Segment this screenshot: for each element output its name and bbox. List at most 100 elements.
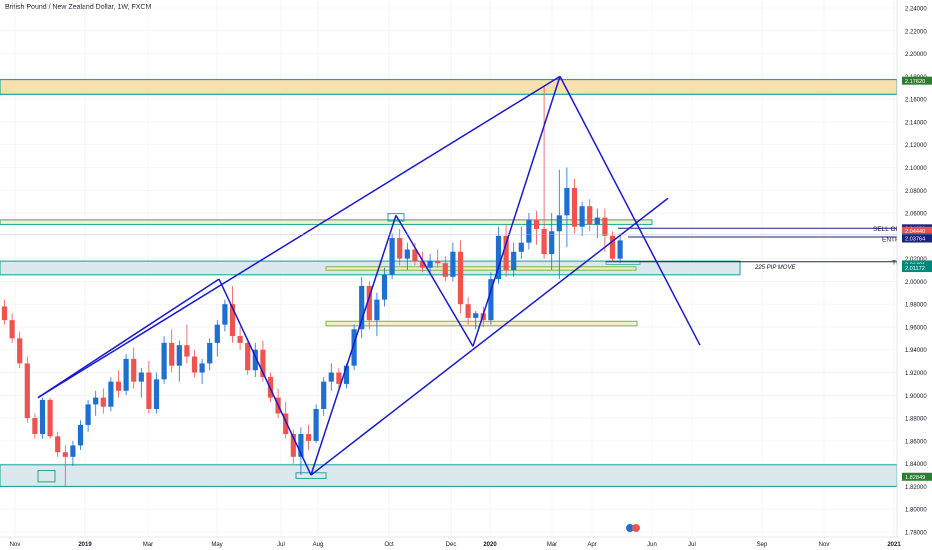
y-tick-label: 2.02000 (905, 257, 927, 263)
y-tick-label: 1.86000 (905, 439, 927, 445)
price-tag (902, 472, 932, 481)
flag-icon (632, 524, 640, 532)
candle-body (549, 231, 555, 255)
candle-body (260, 349, 266, 378)
candle-body (488, 279, 494, 321)
x-tick-label: Jun (647, 542, 657, 548)
candle-body (465, 304, 471, 318)
pip-move-label: 225 PIP MOVE (754, 265, 796, 271)
candle-body (153, 379, 160, 409)
y-tick-label: 2.10000 (905, 166, 927, 172)
candle-body (404, 249, 410, 259)
candle-body (609, 235, 616, 259)
candle-body (419, 260, 426, 268)
y-tick-label: 1.94000 (905, 348, 927, 354)
candle-body (503, 235, 509, 270)
price-tag-label: 2.17620 (905, 79, 925, 85)
sell-opp-label: SELL OPP (873, 226, 904, 233)
price-tag (902, 226, 932, 235)
resistance-zone-top (0, 78, 898, 95)
candle-body (617, 240, 623, 259)
candle-body (207, 342, 213, 364)
price-axis-panel (897, 0, 932, 550)
candle-body (123, 358, 129, 391)
tp-label: TP (892, 259, 900, 266)
tp-box (605, 260, 641, 265)
candle-body (131, 358, 137, 382)
price-tag-label: 2.04440 (905, 229, 925, 235)
price-tag-label: 2.03764 (905, 237, 925, 243)
candle-body (541, 228, 547, 255)
x-tick-label: May (211, 542, 222, 548)
candle-body (115, 381, 122, 391)
candle-body (602, 217, 608, 236)
y-tick-label: 2.14000 (905, 120, 927, 126)
x-tick-label: Oct (384, 542, 394, 548)
x-tick-label: Jul (277, 542, 285, 548)
pivot-box (37, 469, 56, 483)
entry-label: ENTRY (882, 237, 905, 244)
y-tick-label: 2.22000 (905, 29, 927, 35)
candle-body (359, 285, 365, 330)
candle-body (138, 372, 144, 382)
pattern-leg (395, 214, 474, 347)
x-tick-label: Dec (446, 542, 457, 548)
y-tick-label: 1.90000 (905, 394, 927, 400)
candle-body (450, 251, 456, 277)
candle-body (298, 434, 304, 457)
candle-body (283, 413, 289, 435)
candle-body (526, 219, 532, 243)
price-axis: 2.240002.220002.200002.180002.160002.140… (896, 0, 932, 550)
candle-body (70, 445, 76, 457)
x-tick-label: Apr (587, 542, 596, 548)
y-tick-label: 2.20000 (905, 52, 927, 58)
x-tick-label: Jul (688, 542, 696, 548)
candle-body (579, 206, 585, 227)
candle-body (146, 372, 152, 409)
candle-body (222, 304, 228, 325)
pattern-leg (310, 215, 397, 476)
y-tick-label: 1.88000 (905, 417, 927, 423)
y-tick-label: 2.08000 (905, 189, 927, 195)
candle-body (594, 217, 600, 225)
candle-body (214, 324, 220, 343)
y-tick-label: 1.84000 (905, 462, 927, 468)
candle-body (366, 285, 372, 321)
price-tag (902, 264, 932, 273)
candle-body (17, 338, 23, 364)
candle-body (381, 274, 388, 300)
x-tick-label: Sep (757, 542, 768, 548)
candle-body (533, 219, 540, 229)
candle-body (587, 206, 593, 225)
candle-body (191, 356, 198, 373)
candle-body (374, 299, 380, 321)
price-tag-label: 1.82849 (905, 475, 925, 481)
candle-body (321, 381, 327, 409)
candle-body (77, 424, 84, 446)
candle-body (328, 372, 334, 382)
candle-body (473, 313, 479, 318)
price-tag (902, 76, 932, 85)
candle-body (245, 342, 251, 371)
harmonic-pattern-lines: SELL OPP ENTRY TP 225 PIP MOVE (0, 75, 905, 532)
y-tick-label: 1.82000 (905, 485, 927, 491)
pattern-trendline-upper (37, 75, 561, 399)
candle-body (161, 342, 167, 380)
candle-body (435, 260, 441, 264)
candle-body (336, 372, 342, 384)
price-zones (0, 78, 898, 487)
candle-body (184, 345, 190, 357)
candle-body (442, 263, 448, 277)
candle-body (176, 345, 182, 366)
candle-body (313, 408, 319, 441)
x-tick-label: 2021 (887, 542, 901, 548)
candle-body (290, 434, 296, 457)
candle-body (389, 238, 395, 275)
candle-body (55, 436, 61, 453)
y-tick-label: 1.92000 (905, 371, 927, 377)
candle-body (564, 187, 570, 216)
candle-body (237, 336, 243, 343)
candle-body (47, 399, 53, 437)
candle-body (511, 251, 517, 270)
